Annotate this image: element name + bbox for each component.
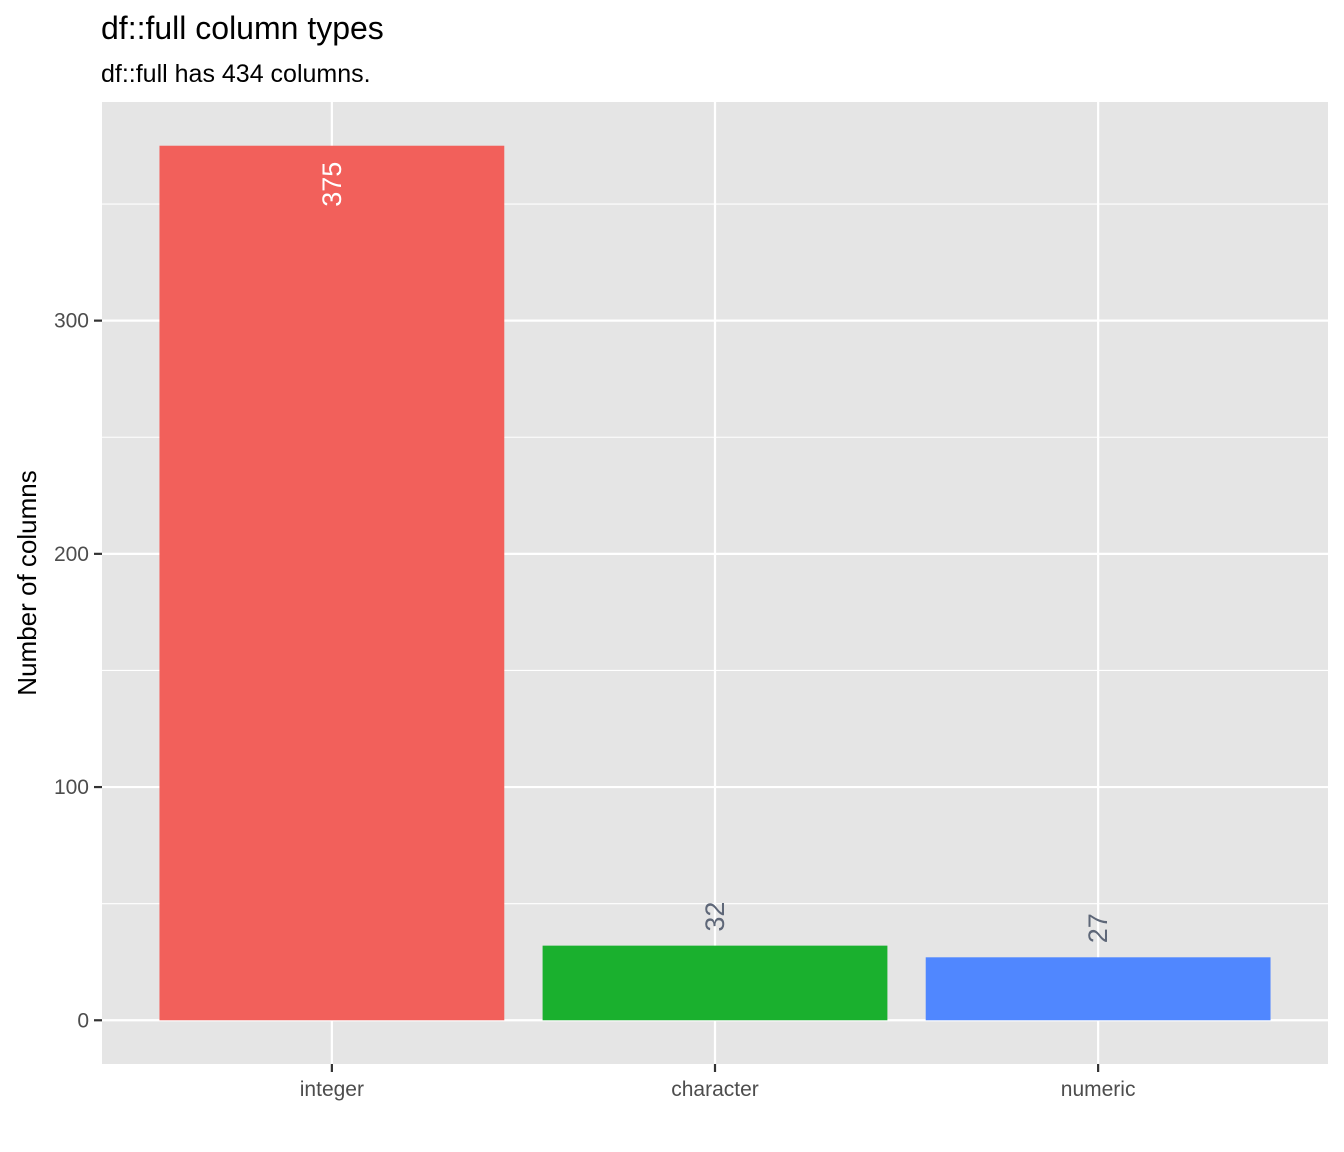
y-tick-label: 0	[77, 1009, 89, 1032]
y-axis: 0 100 200 300	[54, 310, 102, 1032]
bar-numeric	[925, 957, 1271, 1021]
bar-character	[542, 945, 888, 1021]
chart-title: df::full column types	[101, 10, 384, 46]
chart-subtitle: df::full has 434 columns.	[101, 60, 371, 88]
y-tick-label: 200	[54, 543, 89, 566]
bar-data-label: 27	[1083, 913, 1113, 943]
bar-data-label: 375	[317, 162, 347, 207]
bar-integer	[159, 145, 505, 1021]
y-tick-label: 100	[54, 776, 89, 799]
x-tick-label: numeric	[1061, 1078, 1136, 1101]
bars	[159, 145, 1271, 1021]
y-tick-label: 300	[54, 310, 89, 333]
bar-data-label: 32	[700, 902, 730, 932]
x-tick-label: integer	[300, 1078, 364, 1101]
y-axis-title: Number of columns	[12, 470, 42, 695]
bar-data-labels: 375 32 27	[317, 162, 1113, 944]
x-tick-label: character	[671, 1078, 759, 1101]
x-axis: integer character numeric	[300, 1064, 1136, 1101]
